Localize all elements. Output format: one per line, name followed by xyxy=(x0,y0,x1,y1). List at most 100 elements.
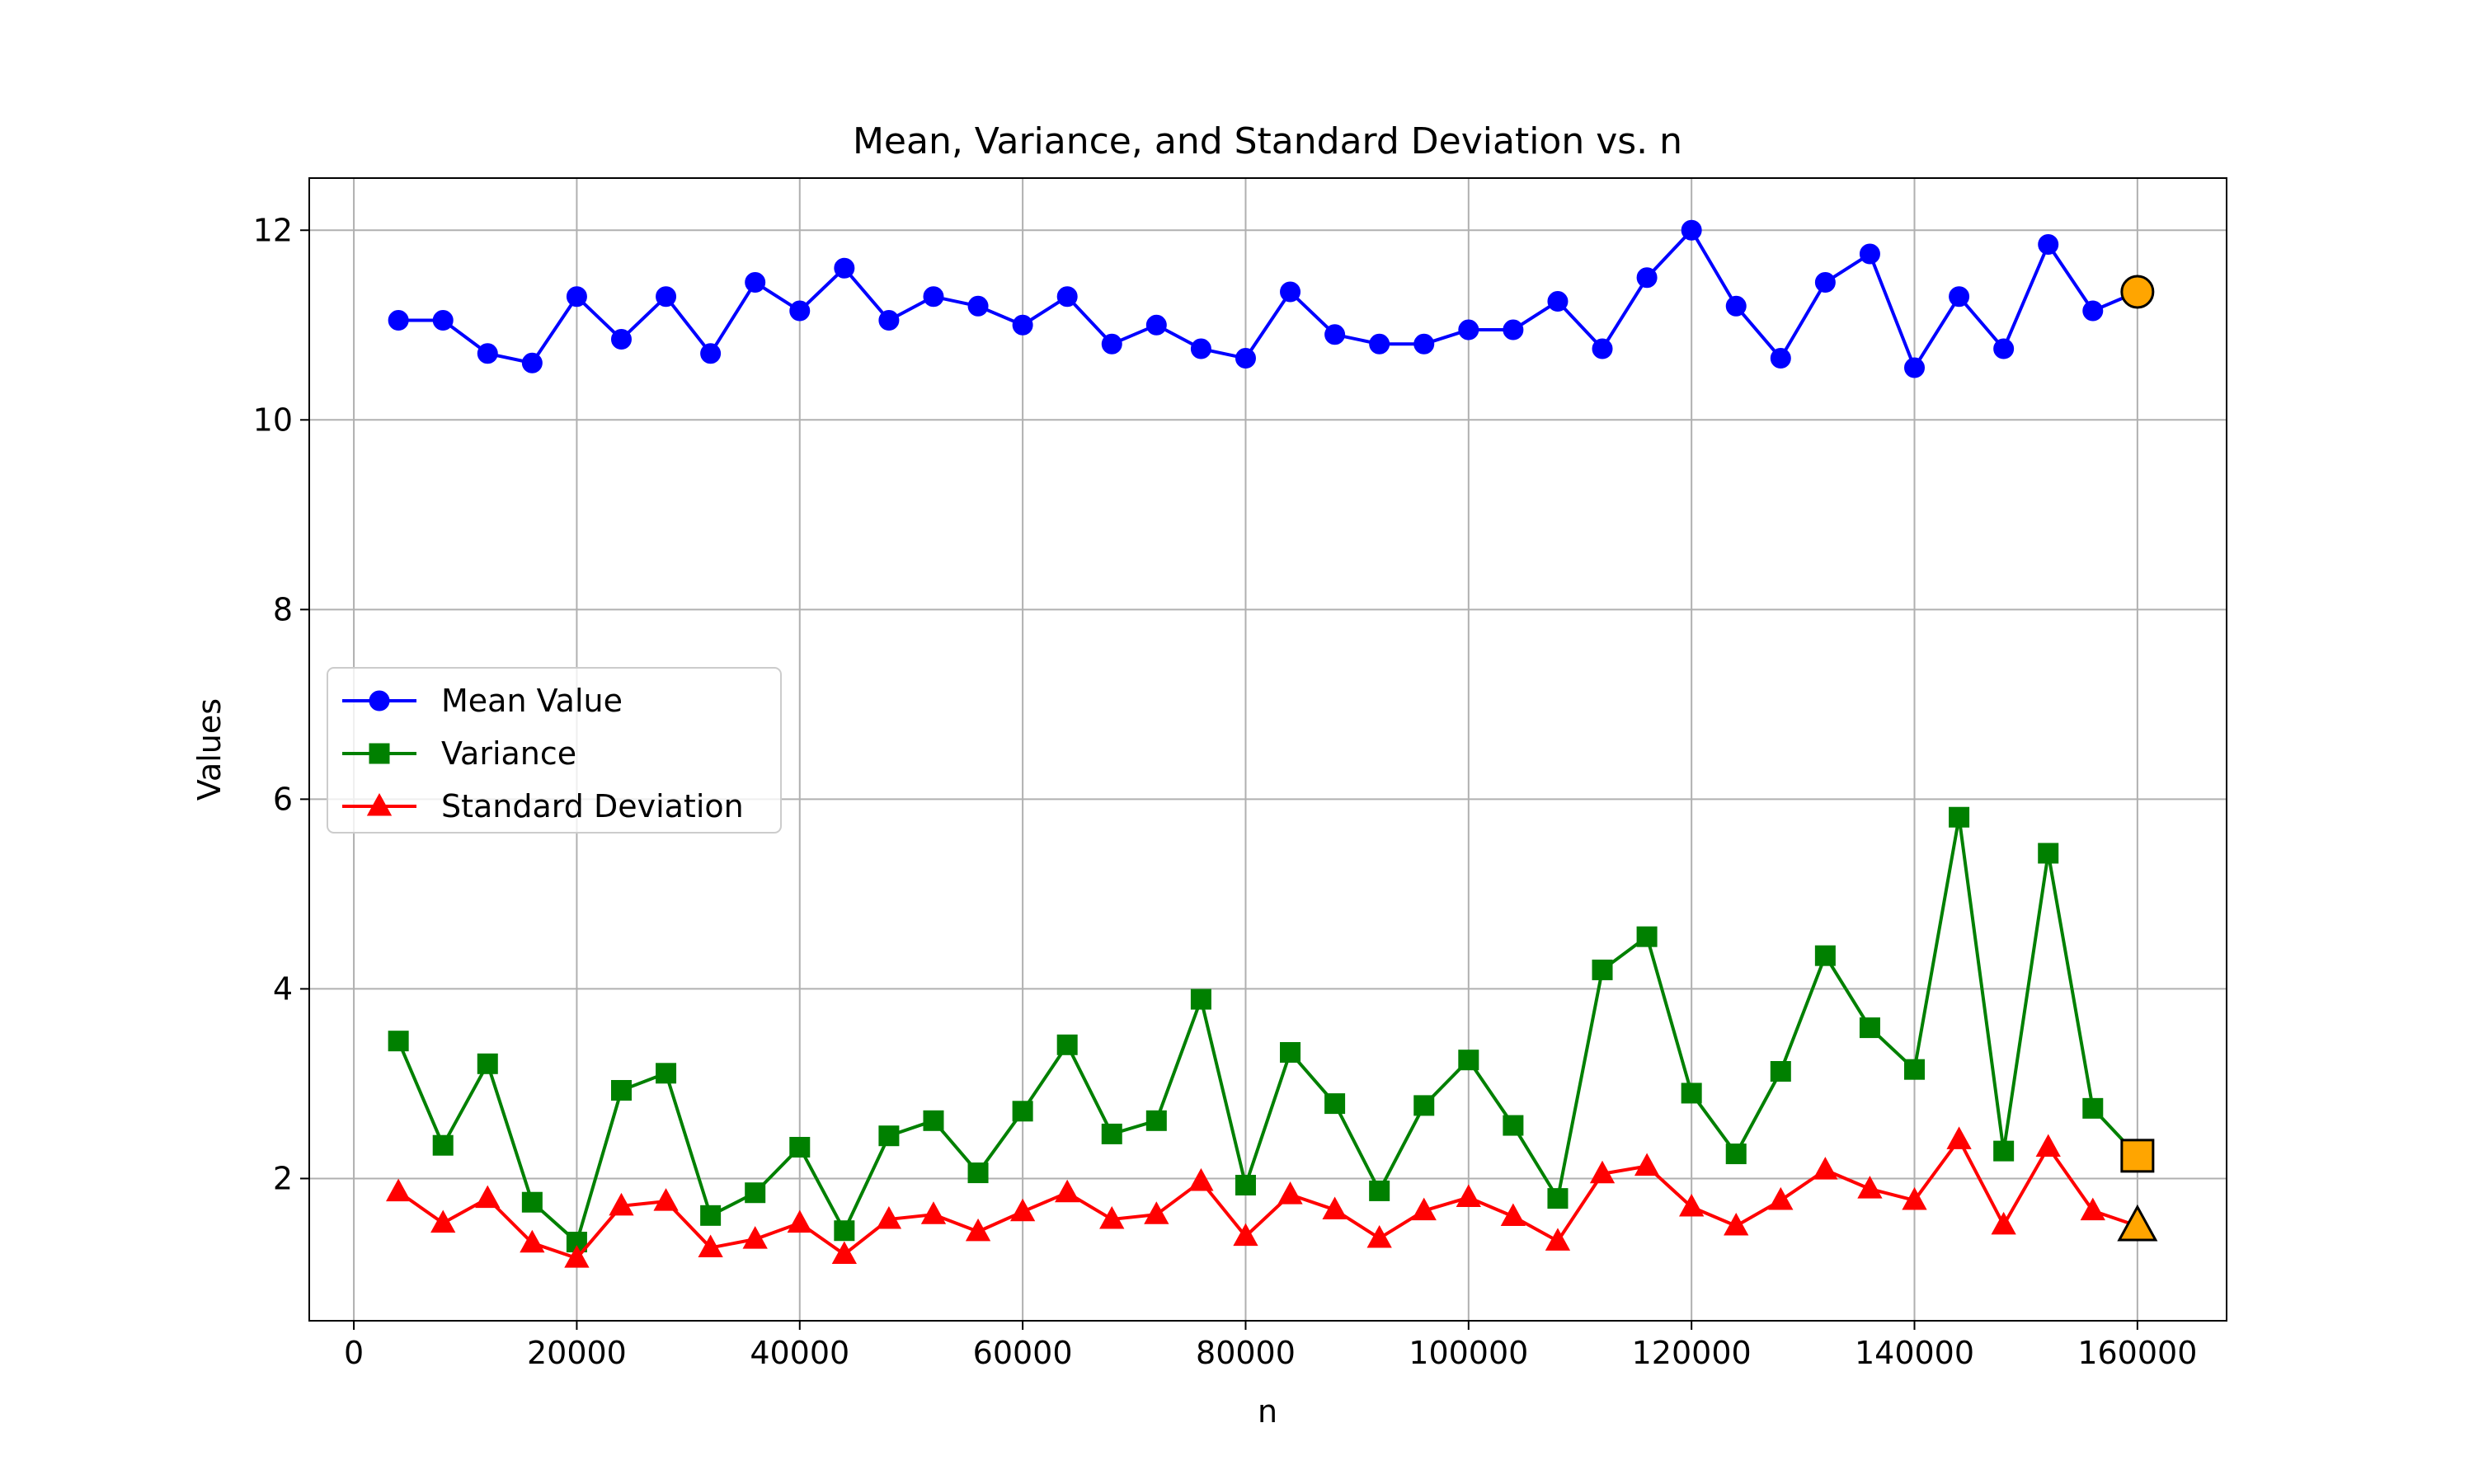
x-tick-label: 60000 xyxy=(973,1335,1073,1371)
data-point-mean-value xyxy=(1681,219,1702,241)
data-point-mean-value xyxy=(610,329,632,350)
data-point-variance xyxy=(1056,1034,1078,1055)
data-point-variance xyxy=(967,1162,989,1184)
data-point-standard-deviation xyxy=(965,1218,991,1242)
chart-title: Mean, Variance, and Standard Deviation v… xyxy=(853,120,1682,162)
data-point-standard-deviation xyxy=(1946,1126,1972,1149)
data-point-standard-deviation xyxy=(2080,1197,2105,1221)
x-tick-label: 100000 xyxy=(1409,1335,1528,1371)
data-point-mean-value xyxy=(1904,357,1926,378)
data-point-mean-value xyxy=(1280,281,1301,303)
legend-label-standard-deviation: Standard Deviation xyxy=(441,788,744,824)
data-point-variance xyxy=(1547,1188,1569,1209)
data-point-mean-value xyxy=(1145,314,1167,336)
data-point-variance xyxy=(388,1031,409,1052)
data-point-variance xyxy=(1949,806,1970,828)
data-point-variance xyxy=(1101,1123,1122,1144)
data-point-standard-deviation xyxy=(1456,1184,1481,1208)
data-point-variance xyxy=(2038,843,2059,864)
data-point-standard-deviation xyxy=(698,1234,723,1257)
data-point-standard-deviation xyxy=(1991,1211,2016,1235)
x-tick-label: 20000 xyxy=(527,1335,627,1371)
data-point-variance xyxy=(1458,1050,1479,1071)
legend-items: Mean Value Variance Standard Deviation xyxy=(342,683,744,824)
data-point-variance xyxy=(1413,1095,1435,1116)
data-point-mean-value xyxy=(1949,286,1970,308)
data-point-mean-value xyxy=(1814,272,1836,294)
data-point-standard-deviation xyxy=(1545,1228,1571,1251)
data-point-variance xyxy=(745,1182,766,1204)
data-point-standard-deviation xyxy=(1768,1186,1794,1210)
data-point-standard-deviation xyxy=(385,1178,412,1202)
data-point-variance xyxy=(477,1053,498,1074)
x-tick-label: 160000 xyxy=(2077,1335,2197,1371)
series-line-variance xyxy=(397,815,2139,1244)
data-point-variance xyxy=(1681,1082,1702,1104)
data-point-standard-deviation xyxy=(1724,1212,1749,1236)
data-point-mean-value xyxy=(878,310,900,331)
data-point-variance xyxy=(521,1191,543,1213)
y-tick-label: 4 xyxy=(273,970,293,1007)
legend-box xyxy=(327,667,782,834)
highlight-point-standard-deviation xyxy=(2117,1204,2158,1242)
data-point-standard-deviation xyxy=(1500,1203,1526,1227)
data-point-mean-value xyxy=(1770,348,1791,369)
data-point-standard-deviation xyxy=(1857,1176,1883,1199)
data-point-mean-value xyxy=(967,295,989,317)
data-point-standard-deviation xyxy=(1099,1205,1125,1229)
data-point-variance xyxy=(1636,926,1658,947)
data-point-variance xyxy=(1190,989,1211,1010)
data-point-variance xyxy=(1280,1041,1301,1063)
data-point-standard-deviation xyxy=(1902,1186,1927,1210)
x-tick-label: 140000 xyxy=(1855,1335,1974,1371)
data-point-mean-value xyxy=(1592,338,1613,359)
data-point-variance xyxy=(1369,1180,1390,1201)
data-point-standard-deviation xyxy=(430,1209,456,1233)
data-point-standard-deviation xyxy=(787,1209,812,1233)
data-point-standard-deviation xyxy=(920,1201,947,1224)
y-tick-label: 10 xyxy=(253,402,293,438)
data-point-standard-deviation xyxy=(475,1185,501,1209)
data-point-mean-value xyxy=(1012,314,1033,336)
data-point-mean-value xyxy=(745,272,766,294)
series-line-standard-deviation xyxy=(397,1138,2138,1261)
highlight-layer xyxy=(2117,275,2158,1242)
data-point-variance xyxy=(1012,1101,1033,1122)
data-point-mean-value xyxy=(1324,324,1346,345)
x-tick-label: 80000 xyxy=(1196,1335,1296,1371)
data-point-mean-value xyxy=(1547,291,1569,312)
data-point-standard-deviation xyxy=(1277,1181,1303,1205)
y-tick-label: 8 xyxy=(273,591,293,627)
data-point-mean-value xyxy=(2038,234,2059,256)
data-point-standard-deviation xyxy=(876,1205,902,1229)
legend-label-variance: Variance xyxy=(441,735,576,772)
data-point-variance xyxy=(1993,1140,2015,1162)
data-point-mean-value xyxy=(1056,286,1078,308)
data-point-standard-deviation xyxy=(2035,1134,2061,1158)
data-point-standard-deviation xyxy=(1009,1198,1036,1222)
data-point-mean-value xyxy=(834,257,855,279)
data-point-variance xyxy=(700,1205,722,1226)
data-point-variance xyxy=(1592,959,1613,980)
x-tick-label: 120000 xyxy=(1632,1335,1752,1371)
ticks: 0 20000 40000 60000 80000 100000 120000 140000 1… xyxy=(253,212,2198,1371)
data-point-standard-deviation xyxy=(653,1188,679,1211)
data-point-variance xyxy=(878,1125,900,1147)
data-point-mean-value xyxy=(1369,333,1390,355)
data-point-standard-deviation xyxy=(1411,1197,1437,1221)
legend-marker-variance xyxy=(369,743,390,764)
data-point-variance xyxy=(1145,1110,1167,1131)
data-point-standard-deviation xyxy=(1322,1196,1348,1219)
data-point-mean-value xyxy=(1458,319,1479,340)
data-point-mean-value xyxy=(1725,295,1747,317)
data-point-standard-deviation xyxy=(1233,1223,1258,1247)
data-point-mean-value xyxy=(1101,333,1122,355)
data-point-standard-deviation xyxy=(564,1245,590,1268)
data-point-standard-deviation xyxy=(1366,1224,1392,1248)
data-point-standard-deviation xyxy=(1188,1167,1214,1191)
data-point-standard-deviation xyxy=(609,1192,634,1216)
legend: Mean Value Variance Standard Deviation xyxy=(327,667,782,834)
legend-label-mean-value: Mean Value xyxy=(441,683,623,719)
legend-marker-mean-value xyxy=(369,690,390,711)
